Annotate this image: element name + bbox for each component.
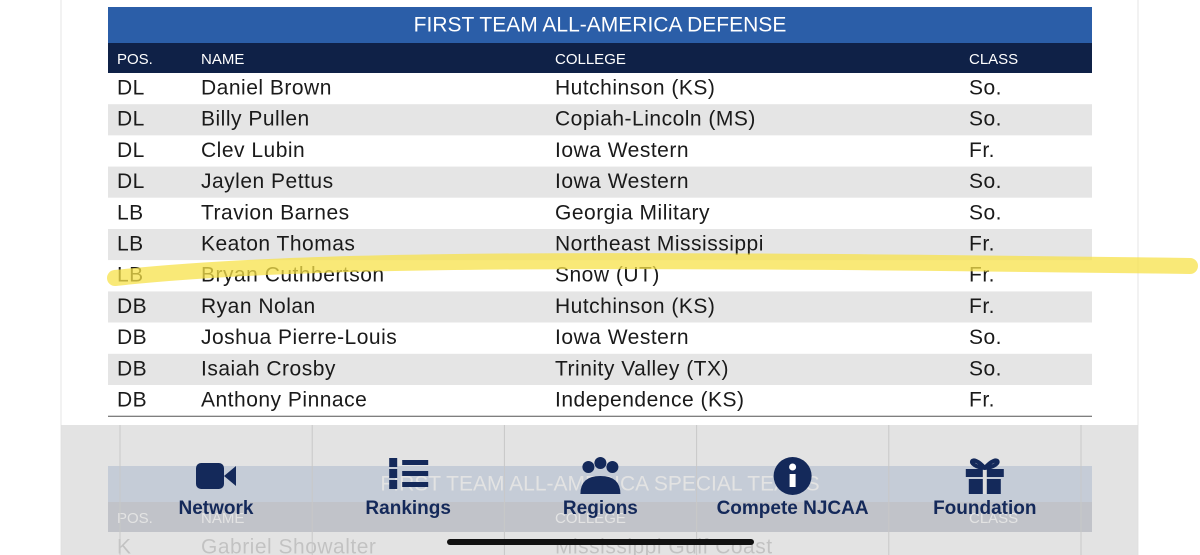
cell: Jaylen Pettus bbox=[201, 170, 334, 193]
row bbox=[108, 135, 1092, 167]
cell: So. bbox=[969, 201, 1002, 224]
icon bbox=[389, 458, 398, 467]
cell: Hutchinson (KS) bbox=[555, 77, 715, 100]
tab[interactable]: Regions bbox=[503, 425, 638, 555]
icon bbox=[402, 482, 429, 487]
cell: Fr. bbox=[969, 139, 995, 162]
tab-label: Regions bbox=[563, 498, 638, 519]
cell: Clev Lubin bbox=[201, 139, 305, 162]
cell: Georgia Military bbox=[555, 201, 710, 224]
tab-label: Foundation bbox=[933, 498, 1036, 519]
cell: So. bbox=[969, 77, 1002, 100]
icon bbox=[224, 466, 236, 486]
cell: DB bbox=[117, 295, 147, 318]
tab[interactable]: Compete NJCAA bbox=[696, 425, 869, 555]
cell: DL bbox=[117, 139, 145, 162]
cell: Independence (KS) bbox=[555, 389, 744, 412]
icon bbox=[982, 469, 987, 494]
icon bbox=[970, 458, 1000, 471]
cell: So. bbox=[969, 108, 1002, 131]
highlight bbox=[107, 253, 1198, 286]
cell: So. bbox=[969, 326, 1002, 349]
tab-label: Network bbox=[179, 498, 254, 519]
title-bar bbox=[108, 7, 1092, 43]
column-header: POS. bbox=[117, 51, 153, 68]
cell: LB bbox=[117, 201, 144, 224]
tab[interactable]: Rankings bbox=[311, 425, 451, 555]
cell: So. bbox=[969, 170, 1002, 193]
cell: Isaiah Crosby bbox=[201, 357, 336, 380]
icon bbox=[389, 480, 398, 489]
icon bbox=[580, 476, 621, 494]
row bbox=[108, 166, 1092, 198]
table-title: FIRST TEAM ALL-AMERICA DEFENSE bbox=[414, 14, 787, 37]
icon bbox=[402, 460, 429, 465]
icon bbox=[582, 461, 595, 473]
row bbox=[108, 291, 1092, 323]
cell: Ryan Nolan bbox=[201, 295, 316, 318]
cell: DL bbox=[117, 170, 145, 193]
home-indicator bbox=[447, 539, 754, 545]
tab[interactable]: Foundation bbox=[888, 425, 1037, 555]
cell: Fr. bbox=[969, 295, 995, 318]
cell: Travion Barnes bbox=[201, 201, 350, 224]
cell: DL bbox=[117, 77, 145, 100]
cell: DB bbox=[117, 357, 147, 380]
column-header: NAME bbox=[201, 51, 244, 68]
cell: DB bbox=[117, 389, 147, 412]
cell: So. bbox=[969, 357, 1002, 380]
cell: Joshua Pierre-Louis bbox=[201, 326, 397, 349]
row bbox=[108, 322, 1092, 354]
cell: Northeast Mississippi bbox=[555, 233, 764, 256]
cell: DB bbox=[117, 326, 147, 349]
cell: Fr. bbox=[969, 389, 995, 412]
tab[interactable]: Network bbox=[119, 425, 254, 555]
icon bbox=[196, 463, 224, 489]
row bbox=[108, 353, 1092, 385]
column-header: CLASS bbox=[969, 51, 1018, 68]
icon bbox=[606, 461, 619, 473]
tab-label: Rankings bbox=[365, 498, 451, 519]
icon bbox=[594, 457, 607, 469]
icon bbox=[402, 471, 429, 476]
cell: Copiah-Lincoln (MS) bbox=[555, 108, 756, 131]
cell: Daniel Brown bbox=[201, 77, 332, 100]
cell: DL bbox=[117, 108, 145, 131]
cell: Trinity Valley (TX) bbox=[555, 357, 729, 380]
table: FIRST TEAM ALL-AMERICA DEFENSE POS. NAME CO… bbox=[108, 7, 1092, 417]
cell: Fr. bbox=[969, 233, 995, 256]
icon bbox=[789, 474, 796, 487]
row bbox=[108, 197, 1092, 229]
cell: Iowa Western bbox=[555, 170, 689, 193]
cell: LB bbox=[117, 233, 144, 256]
cell: Billy Pullen bbox=[201, 108, 310, 131]
column-header: COLLEGE bbox=[555, 51, 626, 68]
row bbox=[108, 385, 1092, 417]
icon bbox=[789, 463, 797, 471]
row bbox=[108, 104, 1092, 136]
tab-label: Compete NJCAA bbox=[717, 498, 869, 519]
cell: Iowa Western bbox=[555, 139, 689, 162]
cell: Snow (UT) bbox=[555, 264, 660, 287]
icon bbox=[389, 469, 398, 478]
header-row bbox=[108, 43, 1092, 73]
cell: Iowa Western bbox=[555, 326, 689, 349]
cell: Keaton Thomas bbox=[201, 233, 355, 256]
tab-list: Network Rankings Regions Compete NJCAA Found… bbox=[119, 425, 1082, 555]
row bbox=[108, 73, 1092, 105]
cell: Anthony Pinnace bbox=[201, 389, 367, 412]
cell: Hutchinson (KS) bbox=[555, 295, 715, 318]
